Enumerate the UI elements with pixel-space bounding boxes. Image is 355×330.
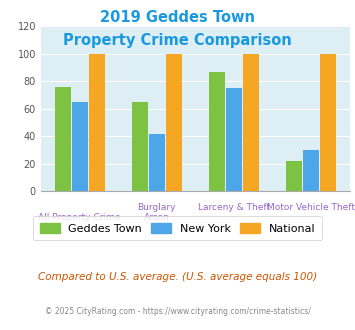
Text: Burglary: Burglary [137,203,176,212]
Text: © 2025 CityRating.com - https://www.cityrating.com/crime-statistics/: © 2025 CityRating.com - https://www.city… [45,307,310,316]
Bar [55,87,71,191]
Text: Compared to U.S. average. (U.S. average equals 100): Compared to U.S. average. (U.S. average … [38,272,317,282]
Text: Property Crime Comparison: Property Crime Comparison [63,33,292,48]
Bar [72,102,88,191]
Bar [166,54,182,191]
Bar [132,102,148,191]
Bar [242,54,259,191]
Bar [149,134,165,191]
Bar [302,150,319,191]
Text: Motor Vehicle Theft: Motor Vehicle Theft [267,203,355,212]
Legend: Geddes Town, New York, National: Geddes Town, New York, National [33,216,322,240]
Text: All Property Crime: All Property Crime [38,213,121,222]
Text: Larceny & Theft: Larceny & Theft [198,203,270,212]
Bar [226,88,242,191]
Bar [320,54,335,191]
Text: 2019 Geddes Town: 2019 Geddes Town [100,10,255,25]
Bar [286,161,302,191]
Text: Arson: Arson [144,213,170,222]
Bar [89,54,105,191]
Bar [209,72,225,191]
